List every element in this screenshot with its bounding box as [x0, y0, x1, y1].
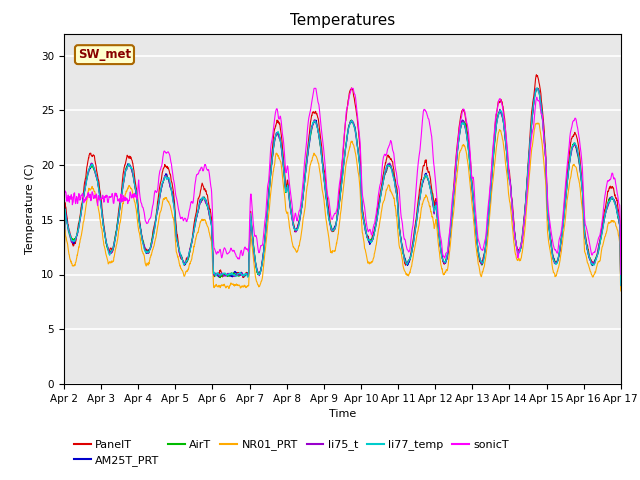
- Line: AM25T_PRT: AM25T_PRT: [64, 88, 621, 286]
- AM25T_PRT: [88, 162, 96, 168]
- Line: li77_temp: li77_temp: [64, 88, 621, 286]
- AirT: [601, 214, 609, 220]
- AM25T_PRT: [499, 114, 506, 120]
- sonicT: [499, 105, 506, 111]
- Line: PanelT: PanelT: [64, 75, 621, 286]
- PanelT: [316, 130, 324, 135]
- NR01_PRT: [60, 288, 68, 294]
- AirT: [617, 283, 625, 288]
- PanelT: [88, 154, 96, 159]
- NR01_PRT: [601, 235, 609, 240]
- AM25T_PRT: [601, 213, 609, 219]
- PanelT: [601, 207, 609, 213]
- li77_temp: [617, 283, 625, 288]
- li75_t: [60, 280, 68, 286]
- li77_temp: [499, 113, 506, 119]
- Legend: PanelT, AM25T_PRT, AirT, NR01_PRT, li75_t, li77_temp, sonicT: PanelT, AM25T_PRT, AirT, NR01_PRT, li75_…: [70, 435, 513, 470]
- PanelT: [617, 283, 625, 288]
- sonicT: [601, 192, 609, 198]
- sonicT: [601, 195, 609, 201]
- NR01_PRT: [617, 288, 625, 294]
- li75_t: [499, 114, 506, 120]
- li77_temp: [601, 214, 609, 220]
- AirT: [601, 216, 609, 221]
- PanelT: [60, 277, 68, 283]
- PanelT: [601, 206, 609, 212]
- li77_temp: [532, 85, 540, 91]
- li77_temp: [88, 162, 96, 168]
- li75_t: [88, 162, 96, 168]
- X-axis label: Time: Time: [329, 409, 356, 419]
- li75_t: [331, 226, 339, 231]
- AM25T_PRT: [60, 279, 68, 285]
- AM25T_PRT: [331, 224, 339, 230]
- li75_t: [533, 85, 541, 91]
- Line: sonicT: sonicT: [64, 88, 621, 275]
- li75_t: [617, 283, 625, 288]
- NR01_PRT: [499, 136, 506, 142]
- AM25T_PRT: [532, 85, 540, 91]
- sonicT: [60, 272, 68, 277]
- NR01_PRT: [316, 169, 324, 175]
- AM25T_PRT: [617, 283, 625, 288]
- AirT: [499, 115, 506, 120]
- PanelT: [331, 226, 339, 232]
- PanelT: [499, 102, 506, 108]
- li77_temp: [331, 226, 339, 231]
- sonicT: [88, 189, 96, 195]
- AirT: [60, 279, 68, 285]
- AirT: [316, 141, 324, 147]
- sonicT: [331, 211, 339, 216]
- NR01_PRT: [601, 233, 609, 239]
- Line: AirT: AirT: [64, 88, 621, 286]
- sonicT: [617, 272, 625, 277]
- sonicT: [316, 115, 324, 121]
- li75_t: [316, 138, 324, 144]
- li75_t: [601, 213, 609, 219]
- Y-axis label: Temperature (C): Temperature (C): [26, 163, 35, 254]
- NR01_PRT: [331, 248, 339, 253]
- Title: Temperatures: Temperatures: [290, 13, 395, 28]
- NR01_PRT: [88, 186, 96, 192]
- AirT: [88, 164, 96, 169]
- NR01_PRT: [534, 120, 541, 126]
- PanelT: [532, 72, 540, 78]
- li77_temp: [316, 138, 324, 144]
- AirT: [533, 85, 541, 91]
- li75_t: [601, 215, 609, 220]
- li77_temp: [601, 212, 609, 218]
- Line: li75_t: li75_t: [64, 88, 621, 286]
- sonicT: [310, 85, 318, 91]
- Line: NR01_PRT: NR01_PRT: [64, 123, 621, 291]
- AM25T_PRT: [601, 214, 609, 219]
- AM25T_PRT: [316, 139, 324, 145]
- li77_temp: [60, 279, 68, 285]
- AirT: [331, 226, 339, 232]
- Text: SW_met: SW_met: [78, 48, 131, 61]
